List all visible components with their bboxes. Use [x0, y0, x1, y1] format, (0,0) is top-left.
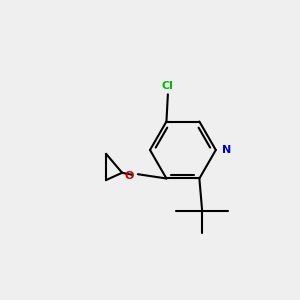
Text: Cl: Cl	[162, 81, 174, 91]
Text: O: O	[125, 171, 134, 181]
Text: N: N	[222, 145, 231, 155]
